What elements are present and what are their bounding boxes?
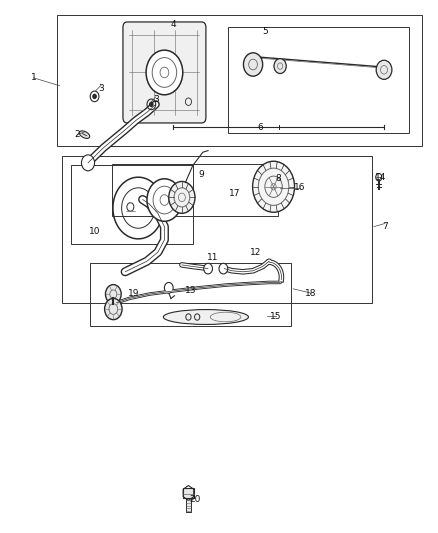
Circle shape bbox=[169, 181, 195, 213]
Bar bbox=[57, 14, 422, 147]
Text: 14: 14 bbox=[375, 173, 386, 182]
Text: 16: 16 bbox=[294, 183, 306, 192]
Bar bbox=[186, 498, 191, 512]
Text: 6: 6 bbox=[258, 123, 263, 132]
Circle shape bbox=[150, 102, 153, 107]
Circle shape bbox=[81, 155, 95, 171]
Text: 17: 17 bbox=[229, 189, 240, 198]
Circle shape bbox=[147, 179, 182, 221]
Bar bbox=[90, 263, 291, 326]
Text: 12: 12 bbox=[251, 248, 262, 257]
Text: 13: 13 bbox=[185, 286, 196, 295]
Text: 8: 8 bbox=[275, 174, 281, 183]
Text: 3: 3 bbox=[98, 84, 104, 93]
Text: 3: 3 bbox=[153, 94, 159, 103]
Bar bbox=[62, 156, 372, 303]
FancyBboxPatch shape bbox=[123, 22, 206, 123]
Circle shape bbox=[106, 285, 121, 304]
Ellipse shape bbox=[163, 310, 248, 325]
Circle shape bbox=[219, 263, 228, 274]
Circle shape bbox=[244, 53, 263, 76]
Circle shape bbox=[164, 282, 173, 293]
Text: 15: 15 bbox=[270, 312, 282, 321]
Text: 10: 10 bbox=[89, 228, 100, 237]
Circle shape bbox=[204, 263, 212, 274]
Circle shape bbox=[274, 59, 286, 74]
Text: 4: 4 bbox=[170, 20, 176, 29]
Bar bbox=[183, 488, 194, 498]
Circle shape bbox=[146, 50, 183, 95]
Text: 19: 19 bbox=[128, 288, 140, 297]
Circle shape bbox=[376, 60, 392, 79]
Bar bbox=[228, 27, 409, 133]
Circle shape bbox=[93, 94, 96, 99]
Bar bbox=[112, 164, 278, 216]
Circle shape bbox=[253, 161, 294, 212]
Bar bbox=[71, 165, 193, 244]
Text: 11: 11 bbox=[207, 253, 218, 262]
Ellipse shape bbox=[79, 131, 90, 139]
Text: 7: 7 bbox=[382, 222, 388, 231]
Text: 1: 1 bbox=[31, 73, 36, 82]
Text: 5: 5 bbox=[262, 27, 268, 36]
Text: 2: 2 bbox=[74, 130, 80, 139]
Text: 20: 20 bbox=[189, 495, 201, 504]
Text: 18: 18 bbox=[305, 288, 316, 297]
Circle shape bbox=[105, 298, 122, 320]
Text: 9: 9 bbox=[199, 170, 205, 179]
